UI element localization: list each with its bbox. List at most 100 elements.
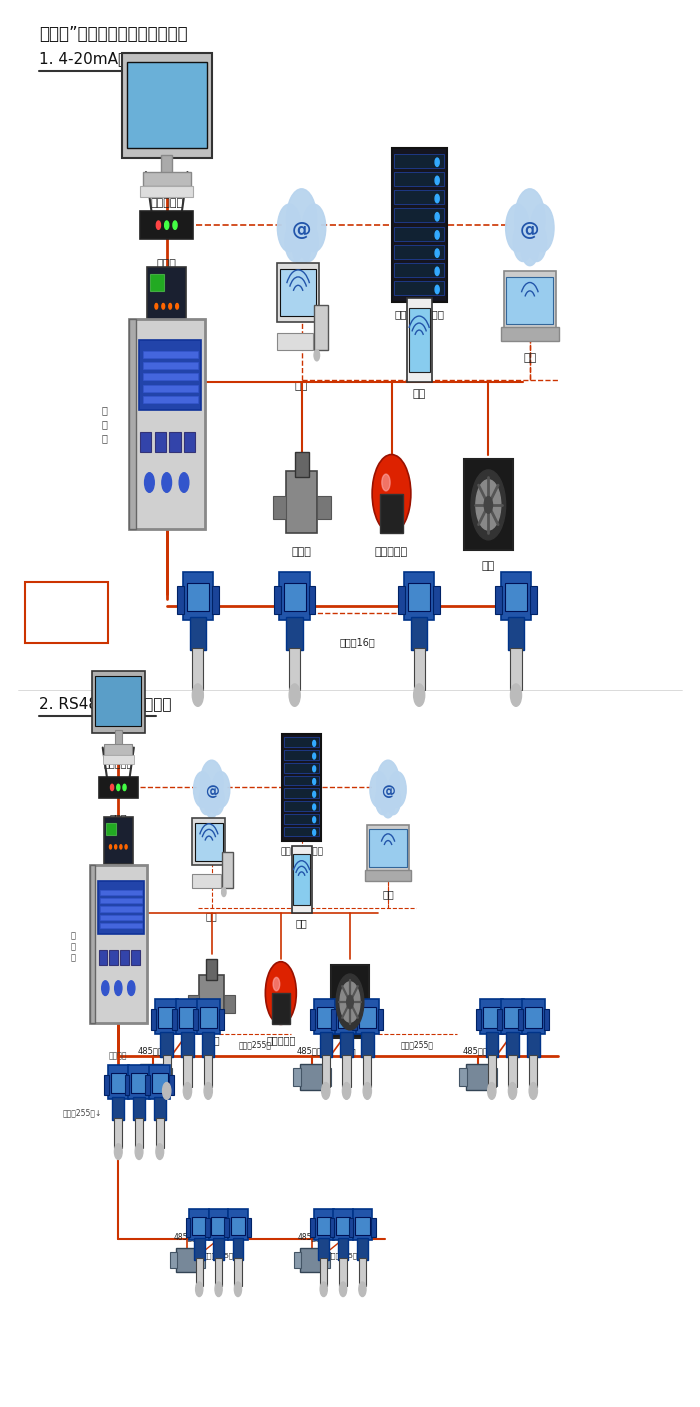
Circle shape xyxy=(435,267,439,276)
Bar xyxy=(100,906,141,912)
Bar xyxy=(147,267,186,329)
Bar xyxy=(156,1119,164,1148)
Text: 1. 4-20mA信号连接系统图: 1. 4-20mA信号连接系统图 xyxy=(38,51,181,66)
Bar xyxy=(398,585,405,613)
Bar xyxy=(484,1007,500,1029)
Bar xyxy=(206,960,217,979)
Bar xyxy=(506,1033,519,1058)
Circle shape xyxy=(435,249,439,257)
Text: 可连接255台↓: 可连接255台↓ xyxy=(62,1109,102,1117)
Circle shape xyxy=(193,771,211,808)
Circle shape xyxy=(173,221,177,229)
Circle shape xyxy=(376,785,390,815)
Bar xyxy=(129,319,136,529)
Bar xyxy=(106,823,116,836)
Text: 互联网: 互联网 xyxy=(292,273,312,283)
Circle shape xyxy=(179,473,189,492)
Text: @: @ xyxy=(204,785,218,799)
Bar xyxy=(508,616,524,650)
Bar xyxy=(394,245,444,259)
Bar xyxy=(316,1217,331,1235)
Bar xyxy=(204,1055,212,1086)
Bar xyxy=(194,1238,204,1261)
Bar xyxy=(127,62,206,148)
Bar xyxy=(323,1252,330,1269)
Bar xyxy=(139,340,202,409)
Bar xyxy=(357,1238,368,1261)
Bar xyxy=(404,573,435,619)
Circle shape xyxy=(156,1144,164,1159)
Bar xyxy=(232,1238,244,1261)
Bar xyxy=(132,1074,147,1093)
Bar xyxy=(90,865,95,1023)
Bar xyxy=(356,999,379,1034)
Bar xyxy=(128,1075,133,1095)
Bar xyxy=(192,1217,206,1235)
Circle shape xyxy=(215,1282,222,1296)
Circle shape xyxy=(414,684,425,706)
Text: 风机: 风机 xyxy=(482,561,495,571)
Bar xyxy=(122,53,211,158)
Circle shape xyxy=(176,304,178,310)
Bar xyxy=(193,819,225,865)
Text: 安帕尔网络服务器: 安帕尔网络服务器 xyxy=(394,310,444,319)
Bar xyxy=(193,1009,198,1030)
Bar xyxy=(295,452,309,477)
Bar xyxy=(335,999,358,1034)
Circle shape xyxy=(286,189,317,250)
Bar xyxy=(228,1209,248,1240)
Bar xyxy=(527,1033,540,1058)
Bar xyxy=(224,995,235,1013)
Bar xyxy=(179,1007,196,1029)
Bar xyxy=(120,950,129,965)
Bar xyxy=(128,1065,150,1099)
Bar xyxy=(183,573,213,619)
Bar xyxy=(502,1009,508,1030)
Bar xyxy=(501,999,524,1034)
Circle shape xyxy=(313,740,316,746)
Circle shape xyxy=(435,194,439,203)
Bar xyxy=(286,616,303,650)
Text: @: @ xyxy=(381,785,395,799)
Bar xyxy=(197,999,220,1034)
Circle shape xyxy=(313,765,316,772)
Bar xyxy=(284,813,319,823)
Bar xyxy=(342,1055,351,1086)
Bar xyxy=(186,1218,190,1237)
Bar xyxy=(152,1074,167,1093)
Bar xyxy=(476,1009,482,1030)
Bar xyxy=(340,1033,353,1058)
Text: ⊖     ⊕: ⊖ ⊕ xyxy=(46,595,87,608)
Bar xyxy=(214,1238,224,1261)
Bar xyxy=(103,756,134,764)
Circle shape xyxy=(340,982,360,1021)
Circle shape xyxy=(209,785,224,815)
Bar xyxy=(530,585,537,613)
Bar xyxy=(181,1033,194,1058)
Bar xyxy=(187,584,209,611)
Bar xyxy=(143,350,198,357)
Text: 通: 通 xyxy=(102,405,107,415)
Circle shape xyxy=(155,304,158,310)
Circle shape xyxy=(336,974,364,1030)
Bar xyxy=(351,1009,357,1030)
Circle shape xyxy=(521,229,539,266)
Bar xyxy=(100,889,141,895)
Bar xyxy=(314,305,328,349)
Bar xyxy=(234,1258,241,1286)
Bar xyxy=(115,730,122,747)
Text: 声光报警器: 声光报警器 xyxy=(375,547,408,557)
Bar xyxy=(353,1209,372,1240)
Bar xyxy=(284,775,319,785)
Wedge shape xyxy=(372,454,411,533)
Bar xyxy=(500,328,559,342)
Text: 讯: 讯 xyxy=(71,943,76,951)
Bar xyxy=(488,1055,496,1086)
Circle shape xyxy=(162,473,172,492)
Bar xyxy=(336,1217,350,1235)
Bar xyxy=(189,1209,209,1240)
Bar xyxy=(337,1238,349,1261)
Bar xyxy=(177,585,184,613)
Text: @: @ xyxy=(292,221,312,241)
Bar xyxy=(155,999,178,1034)
